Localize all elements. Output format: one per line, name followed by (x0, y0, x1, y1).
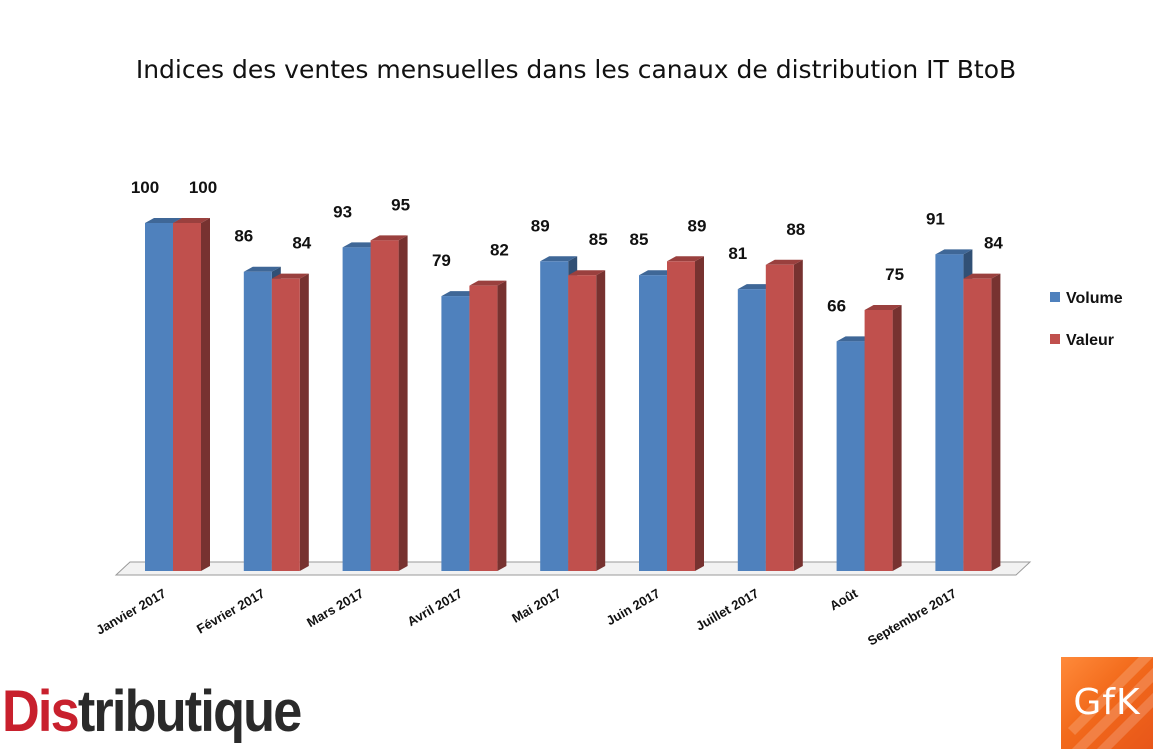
x-tick-label-5: Mai 2017 (509, 586, 563, 626)
x-tick-labels-group: Janvier 2017 Février 2017 Mars 2017 Avril 2… (93, 585, 959, 648)
data-label-valeur-7: 88 (786, 220, 805, 239)
bar-valeur-6 (667, 256, 704, 571)
bar-valeur-9 (963, 273, 1001, 571)
data-label-valeur-5: 85 (589, 230, 608, 249)
data-label-volume-3: 93 (333, 202, 352, 221)
x-tick-label-6: Juin 2017 (604, 586, 663, 629)
x-tick-label-8: Août (827, 585, 861, 613)
data-label-volume-1: 100 (131, 178, 159, 197)
data-labels-group: 100 100 86 84 93 95 79 82 89 85 85 89 81 88 66 75 91 84 (131, 178, 1004, 315)
bar-valeur-8 (864, 305, 902, 571)
data-label-valeur-3: 95 (391, 195, 410, 214)
bar-valeur-4 (469, 280, 507, 571)
x-tick-label-3: Mars 2017 (304, 586, 366, 630)
legend-label-valeur: Valeur (1066, 332, 1114, 349)
legend-swatch-volume (1050, 292, 1060, 302)
bars-group (145, 218, 1001, 572)
data-label-valeur-6: 89 (688, 216, 707, 235)
x-tick-label-1: Janvier 2017 (93, 586, 168, 638)
bar-valeur-7 (765, 259, 803, 571)
data-label-valeur-9: 84 (984, 234, 1003, 253)
bar-valeur-2 (271, 273, 309, 571)
data-label-valeur-4: 82 (490, 241, 509, 260)
bar-valeur-1 (173, 218, 210, 571)
legend-swatch-valeur (1050, 334, 1060, 344)
x-tick-label-4: Avril 2017 (405, 586, 465, 629)
data-label-volume-8: 66 (827, 296, 846, 315)
gfk-logo: GfK (1061, 657, 1153, 749)
x-tick-label-7: Juillet 2017 (693, 586, 761, 634)
data-label-valeur-8: 75 (885, 265, 904, 284)
bar-valeur-3 (370, 235, 408, 571)
legend-label-volume: Volume (1066, 290, 1123, 307)
data-label-volume-2: 86 (234, 227, 253, 246)
data-label-volume-4: 79 (432, 251, 451, 270)
data-label-valeur-1: 100 (189, 178, 217, 197)
legend: Volume Valeur (1050, 290, 1123, 349)
x-tick-label-9: Septembre 2017 (865, 586, 959, 649)
chart-title: Indices des ventes mensuelles dans les c… (136, 55, 1016, 84)
data-label-volume-6: 85 (630, 230, 649, 249)
x-tick-label-2: Février 2017 (194, 586, 267, 637)
data-label-volume-7: 81 (728, 244, 747, 263)
bar-valeur-5 (568, 270, 606, 571)
data-label-valeur-2: 84 (292, 234, 311, 253)
data-label-volume-5: 89 (531, 216, 550, 235)
data-label-volume-9: 91 (926, 209, 945, 228)
distributique-logo: Distributique (2, 679, 302, 744)
